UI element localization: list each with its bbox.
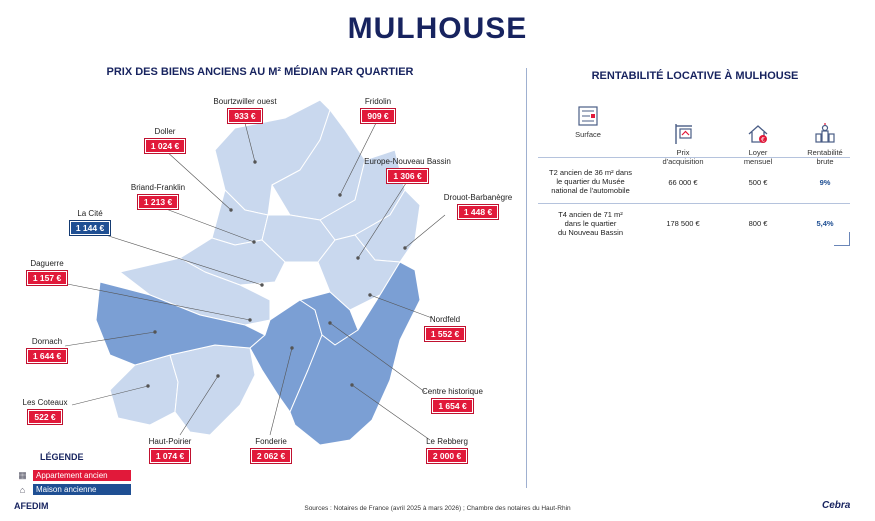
district-coteaux: [109, 354, 179, 426]
cell-loyer: 500 €: [748, 178, 768, 187]
price-badge: 2 062 €: [249, 448, 293, 464]
legend-item-maison: ⌂ Maison ancienne: [16, 484, 131, 495]
cell-prix: 66 000 €: [668, 178, 698, 187]
cell-rentabilite: 9%: [819, 178, 831, 187]
header-rentabilite: Rentabilité brute: [790, 104, 860, 166]
label-centre: Centre historique 1 654 €: [410, 386, 495, 414]
header-surface: Surface: [548, 104, 628, 156]
label-coteaux: Les Coteaux 522 €: [10, 397, 80, 425]
afedim-logo: AFEDIM: [14, 501, 49, 511]
cell-surface: T2 ancien de 36 m² dans le quartier du M…: [549, 168, 632, 195]
label-hautpoirier: Haut-Poirier 1 074 €: [135, 436, 205, 464]
rent-title: RENTABILITÉ LOCATIVE À MULHOUSE: [591, 70, 799, 82]
price-badge: 1 448 €: [456, 204, 500, 220]
corner-mark: [834, 232, 850, 246]
district-name: Haut-Poirier: [148, 437, 192, 446]
label-europe: Europe-Nouveau Bassin 1 306 €: [355, 156, 460, 184]
page-title: MULHOUSE: [347, 12, 528, 45]
map-title: PRIX DES BIENS ANCIENS AU M² MÉDIAN PAR …: [106, 66, 414, 78]
cell-rentabilite: 5,4%: [816, 219, 834, 228]
legend-label: Appartement ancien: [33, 470, 131, 481]
sources-note: Sources : Notaires de France (avril 2025…: [304, 505, 571, 512]
chess-pieces-icon: [790, 113, 860, 143]
district-name: Dornach: [31, 337, 63, 346]
label-daguerre: Daguerre 1 157 €: [12, 258, 82, 286]
header-label: Rentabilité brute: [807, 148, 843, 166]
district-name: Fridolin: [364, 97, 392, 106]
label-fridolin: Fridolin 909 €: [343, 96, 413, 124]
table-row: T2 ancien de 36 m² dans le quartier du M…: [538, 157, 850, 204]
district-name: Bourtzwiller ouest: [213, 97, 277, 106]
district-name: La Cité: [77, 209, 103, 218]
label-briand: Briand-Franklin 1 213 €: [108, 182, 208, 210]
label-drouot: Drouot-Barbanègre 1 448 €: [428, 192, 528, 220]
cell-surface: T4 ancien de 71 m² dans le quartier du N…: [557, 210, 624, 237]
legend-item-appartement: ▦ Appartement ancien: [16, 470, 131, 481]
legend-label: Maison ancienne: [33, 484, 131, 495]
label-nordfeld: Nordfeld 1 552 €: [410, 314, 480, 342]
price-badge: 522 €: [27, 409, 63, 425]
label-dornach: Dornach 1 644 €: [12, 336, 82, 364]
price-badge: 909 €: [360, 108, 396, 124]
legend-title: LÉGENDE: [40, 452, 84, 462]
price-badge: 1 552 €: [423, 326, 467, 342]
price-badge: 1 144 €: [68, 220, 112, 236]
cell-prix: 178 500 €: [666, 219, 700, 228]
district-name: Europe-Nouveau Bassin: [364, 157, 451, 166]
header-prix: Prix d'acquisition: [648, 104, 718, 166]
for-sale-sign-icon: [648, 113, 718, 144]
district-name: Centre historique: [422, 387, 483, 396]
price-badge: 1 074 €: [148, 448, 192, 464]
price-badge: 1 306 €: [386, 168, 429, 184]
price-badge: 1 157 €: [25, 270, 69, 286]
header-loyer: € Loyer mensuel: [723, 104, 793, 166]
label-rebberg: Le Rebberg 2 000 €: [412, 436, 482, 464]
district-name: Nordfeld: [429, 315, 461, 324]
house-icon: ⌂: [19, 484, 26, 495]
price-badge: 933 €: [227, 108, 263, 124]
table-row: T4 ancien de 71 m² dans le quartier du N…: [538, 203, 850, 244]
district-name: Briand-Franklin: [130, 183, 186, 192]
district-name: Drouot-Barbanègre: [443, 193, 513, 202]
district-dornach: [95, 281, 266, 366]
label-doller: Doller 1 024 €: [130, 126, 200, 154]
district-name: Le Rebberg: [426, 437, 468, 446]
label-bourtzwiller: Bourtzwiller ouest 933 €: [205, 96, 285, 124]
header-label: Prix d'acquisition: [662, 148, 704, 166]
cebra-logo: Cebra: [822, 500, 851, 511]
cell-loyer: 800 €: [748, 219, 768, 228]
house-euro-icon: €: [723, 113, 793, 144]
district-name: Doller: [154, 127, 176, 136]
svg-text:€: €: [761, 137, 765, 144]
district-name: Daguerre: [30, 259, 64, 268]
district-name: Les Coteaux: [22, 398, 68, 407]
header-label: Loyer mensuel: [743, 148, 773, 166]
district-hautpoirier: [169, 344, 256, 436]
header-label: Surface: [575, 130, 601, 139]
blueprint-icon: [548, 104, 628, 130]
price-badge: 1 024 €: [143, 138, 187, 154]
label-lacite: La Cité 1 144 €: [55, 208, 125, 236]
label-fonderie: Fonderie 2 062 €: [236, 436, 306, 464]
district-rebberg: [289, 261, 421, 446]
building-icon: ▦: [18, 470, 27, 480]
price-badge: 1 644 €: [25, 348, 69, 364]
district-name: Fonderie: [255, 437, 287, 446]
price-badge: 2 000 €: [425, 448, 469, 464]
price-badge: 1 213 €: [136, 194, 180, 210]
price-badge: 1 654 €: [431, 398, 474, 414]
divider: [526, 68, 527, 488]
